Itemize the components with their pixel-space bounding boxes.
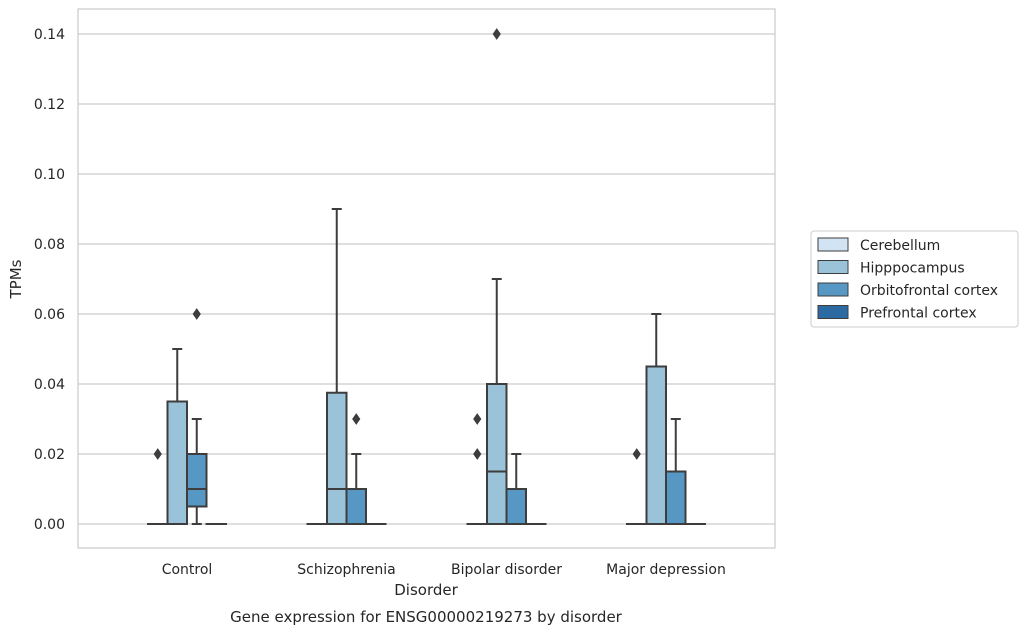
y-tick-label: 0.04 bbox=[34, 377, 65, 393]
y-axis-label: TPMs bbox=[7, 259, 25, 299]
y-tick-label: 0.00 bbox=[34, 517, 65, 533]
box bbox=[166, 400, 188, 525]
outlier-point bbox=[473, 448, 482, 460]
x-tick-label: Bipolar disorder bbox=[451, 562, 562, 578]
y-tick-label: 0.08 bbox=[34, 237, 65, 253]
x-tick-label: Control bbox=[162, 562, 213, 578]
legend-swatch bbox=[817, 282, 849, 297]
box bbox=[665, 470, 687, 525]
outlier-point bbox=[632, 448, 641, 460]
y-tick-label: 0.06 bbox=[34, 307, 65, 323]
outlier-point bbox=[192, 308, 201, 320]
box bbox=[326, 391, 348, 525]
box-marks bbox=[147, 28, 706, 526]
box bbox=[345, 488, 367, 525]
outlier-point bbox=[492, 28, 501, 40]
legend-label: Cerebellum bbox=[860, 238, 940, 254]
box bbox=[486, 383, 508, 525]
legend-label: Orbitofrontal cortex bbox=[860, 283, 998, 299]
x-tick-label: Schizophrenia bbox=[297, 562, 395, 578]
y-axis-ticks: 0.00 0.02 0.04 0.06 0.08 0.10 0.12 0.14 bbox=[34, 27, 65, 533]
legend-swatch bbox=[817, 260, 849, 274]
outlier-point bbox=[153, 448, 162, 460]
outlier-point bbox=[473, 413, 482, 425]
y-tick-label: 0.10 bbox=[34, 167, 65, 183]
y-tick-label: 0.12 bbox=[34, 97, 65, 113]
x-tick-label: Major depression bbox=[606, 562, 726, 578]
x-axis-label: Disorder bbox=[394, 581, 458, 599]
outlier-point bbox=[352, 413, 361, 425]
box bbox=[186, 453, 208, 508]
legend: Cerebellum Hipppocampus Orbitofrontal cort… bbox=[810, 230, 1019, 328]
legend-box bbox=[810, 230, 1019, 328]
box bbox=[505, 488, 527, 525]
y-tick-label: 0.14 bbox=[34, 27, 65, 43]
chart-caption: Gene expression for ENSG00000219273 by d… bbox=[230, 608, 623, 626]
box bbox=[645, 365, 667, 525]
x-axis-ticks: Control Schizophrenia Bipolar disorder Majo… bbox=[162, 562, 726, 578]
legend-label: Prefrontal cortex bbox=[860, 306, 977, 322]
legend-label: Hipppocampus bbox=[860, 261, 965, 277]
legend-swatch bbox=[817, 237, 849, 252]
y-tick-label: 0.02 bbox=[34, 447, 65, 463]
legend-swatch bbox=[817, 305, 849, 319]
